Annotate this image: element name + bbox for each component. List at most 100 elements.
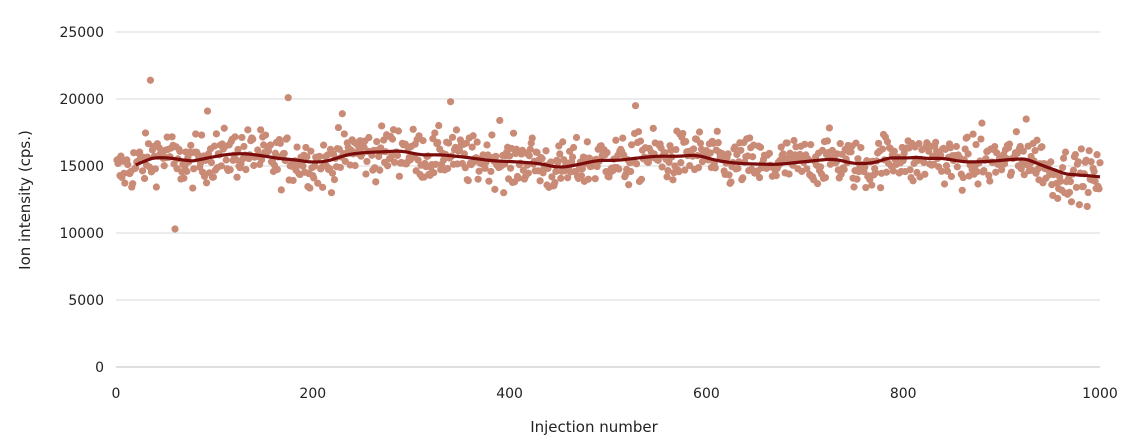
data-point: [584, 175, 592, 183]
data-point: [1020, 171, 1028, 179]
data-point: [1087, 158, 1095, 166]
data-point: [233, 173, 241, 181]
y-tick-label: 15000: [59, 159, 104, 175]
data-point: [207, 158, 216, 167]
data-point: [160, 162, 168, 170]
data-point: [868, 181, 876, 189]
data-point: [375, 152, 383, 161]
y-tick-label: 0: [95, 360, 104, 376]
data-point: [394, 127, 403, 135]
data-point: [695, 128, 704, 136]
data-point: [362, 170, 370, 178]
data-point: [190, 165, 198, 173]
data-point: [492, 152, 500, 160]
data-point: [548, 173, 556, 181]
data-point: [654, 156, 662, 164]
data-point: [882, 168, 891, 176]
data-point: [969, 130, 977, 138]
data-point: [475, 167, 483, 175]
data-point: [980, 166, 988, 175]
data-point: [878, 145, 887, 153]
data-point: [746, 134, 754, 142]
data-point: [307, 147, 315, 155]
data-point: [852, 139, 860, 147]
data-point: [283, 134, 291, 142]
data-point: [152, 183, 160, 191]
data-point: [631, 102, 640, 110]
data-point: [138, 167, 147, 175]
data-point: [577, 172, 586, 180]
data-point: [429, 134, 437, 143]
data-point: [675, 168, 683, 176]
data-point: [679, 129, 687, 138]
data-point: [432, 160, 440, 168]
data-point: [506, 152, 514, 160]
data-point: [661, 149, 669, 157]
data-point: [690, 145, 698, 153]
data-point: [850, 183, 858, 191]
data-point: [696, 139, 705, 147]
x-tick-label: 400: [496, 386, 523, 402]
data-point: [672, 145, 680, 154]
data-point: [749, 153, 757, 161]
y-axis-title: Ion intensity (cps.): [16, 130, 34, 270]
data-point: [1084, 188, 1092, 197]
data-point: [591, 175, 599, 183]
data-point: [334, 123, 342, 132]
data-point: [649, 124, 657, 132]
data-point: [985, 171, 993, 179]
data-point: [551, 178, 559, 187]
data-point: [861, 163, 869, 171]
data-point: [1074, 158, 1082, 166]
data-point: [132, 164, 140, 172]
data-point: [419, 137, 427, 145]
data-point: [140, 174, 149, 183]
data-point: [637, 175, 646, 183]
data-point: [232, 156, 240, 164]
data-point: [1079, 183, 1087, 191]
data-point: [249, 135, 257, 143]
data-point: [524, 169, 532, 177]
data-point: [821, 173, 830, 182]
data-point: [266, 141, 275, 149]
data-point: [306, 184, 314, 192]
data-point: [226, 166, 234, 174]
data-point: [330, 175, 339, 184]
data-point: [289, 176, 297, 185]
data-point: [277, 186, 285, 194]
data-point: [234, 145, 242, 154]
data-point: [978, 119, 986, 127]
data-point: [310, 174, 318, 182]
data-point: [260, 141, 268, 149]
data-point: [124, 161, 132, 169]
data-point: [986, 177, 994, 185]
data-point: [583, 138, 591, 146]
data-point: [316, 152, 324, 161]
data-point: [320, 141, 328, 149]
data-point: [552, 167, 560, 176]
data-point: [998, 166, 1006, 174]
trend-line-group: [135, 149, 1101, 179]
data-point: [395, 172, 403, 180]
x-tick-label: 600: [693, 386, 720, 402]
data-point: [1095, 185, 1103, 193]
data-point: [536, 177, 544, 185]
data-point: [889, 167, 897, 175]
data-point: [487, 167, 495, 176]
data-point: [311, 162, 319, 170]
data-point: [203, 107, 212, 115]
data-point: [1038, 143, 1046, 151]
data-point: [940, 180, 949, 188]
data-point: [1069, 166, 1078, 174]
data-point: [240, 142, 248, 151]
data-point: [1083, 202, 1091, 211]
data-point: [765, 149, 773, 157]
data-point: [628, 141, 636, 149]
data-point: [992, 168, 1000, 176]
data-point: [238, 133, 246, 142]
data-point: [1077, 145, 1085, 153]
data-point: [615, 165, 623, 173]
data-point: [803, 165, 811, 173]
data-point: [435, 121, 443, 130]
